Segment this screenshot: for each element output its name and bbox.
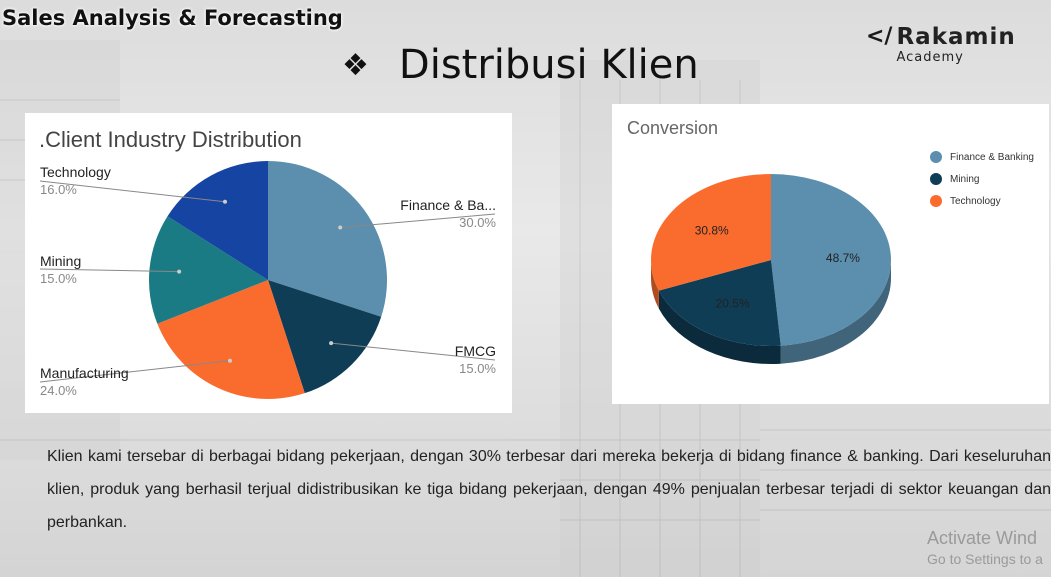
legend-item: Finance & Banking bbox=[930, 146, 1034, 168]
pie-label-value: 24.0% bbox=[40, 383, 77, 398]
logo-name: Rakamin bbox=[896, 24, 1016, 50]
diamond-bullet-icon: ❖ bbox=[342, 47, 369, 83]
pie-value-label: 20.5% bbox=[716, 297, 750, 311]
legend-label: Technology bbox=[950, 195, 1001, 207]
pie-label-value: 15.0% bbox=[459, 361, 496, 376]
chart-title: .Client Industry Distribution bbox=[39, 127, 302, 152]
legend-item: Mining bbox=[930, 168, 1034, 190]
rakamin-logo: </ Rakamin Academy bbox=[866, 24, 1016, 65]
pie-3d-side bbox=[658, 290, 781, 364]
pie-slice bbox=[268, 161, 388, 317]
pie-leader-dot bbox=[223, 199, 228, 204]
watermark-line-1: Activate Wind bbox=[927, 528, 1038, 548]
pie-label-value: 30.0% bbox=[459, 215, 496, 230]
chart-legend: Finance & Banking Mining Technology bbox=[930, 146, 1034, 212]
pie-leader-line bbox=[340, 213, 496, 229]
chart-title: Conversion bbox=[627, 118, 719, 138]
pie-slice bbox=[771, 174, 892, 346]
header-title: Sales Analysis & Forecasting bbox=[2, 6, 343, 30]
rakamin-logo-mark-icon: </ bbox=[866, 24, 893, 49]
pie-slice bbox=[658, 260, 781, 346]
pie-slice bbox=[167, 161, 268, 280]
pie-leader-line bbox=[39, 180, 226, 203]
activate-windows-watermark: Activate Wind Go to Settings to a bbox=[927, 528, 1043, 567]
pie-3d-side bbox=[651, 260, 659, 309]
pie-label-value: 15.0% bbox=[40, 271, 77, 286]
pie-label-name: Finance & Ba... bbox=[400, 197, 496, 213]
description-paragraph: Klien kami tersebar di berbagai bidang p… bbox=[47, 448, 1051, 531]
pie-leader-dot bbox=[227, 358, 232, 363]
conversion-3d-pie-chart: 48.7% 20.5% 30.8% bbox=[651, 174, 892, 364]
pie-leader-line bbox=[39, 268, 180, 273]
legend-dot bbox=[930, 195, 942, 207]
pie-slice bbox=[149, 216, 268, 324]
pie-slice bbox=[157, 280, 305, 399]
pie-label-name: Mining bbox=[40, 253, 82, 269]
pie-label-name: Manufacturing bbox=[40, 365, 129, 381]
pie-leader-dot bbox=[177, 269, 182, 274]
legend-label: Mining bbox=[950, 173, 980, 185]
pie-leader-line bbox=[331, 342, 496, 361]
slide-title: ❖ Distribusi Klien bbox=[342, 42, 699, 88]
legend-label: Finance & Banking bbox=[950, 151, 1034, 163]
pie-3d-side bbox=[780, 260, 891, 364]
client-industry-chart-card: .Client Industry Distribution Technology… bbox=[25, 113, 512, 413]
watermark-line-2: Go to Settings to a bbox=[927, 551, 1043, 567]
pie-value-label: 48.7% bbox=[826, 251, 860, 265]
pie-label-name: Technology bbox=[40, 164, 111, 180]
logo-sub: Academy bbox=[896, 50, 964, 65]
pie-leader-dot bbox=[338, 225, 343, 230]
legend-dot bbox=[930, 151, 942, 163]
conversion-chart-card: Conversion 48.7% 20.5% 30.8% Finance & Ban… bbox=[612, 104, 1049, 404]
pie-leader-dot bbox=[329, 341, 334, 346]
legend-dot bbox=[930, 173, 942, 185]
legend-item: Technology bbox=[930, 190, 1034, 212]
pie-value-label: 30.8% bbox=[695, 224, 729, 238]
client-industry-pie-chart bbox=[39, 161, 496, 399]
slide-title-text: Distribusi Klien bbox=[398, 42, 699, 88]
pie-leader-line bbox=[39, 360, 231, 383]
pie-slice bbox=[651, 174, 771, 291]
pie-label-name: FMCG bbox=[454, 343, 496, 359]
pie-slice bbox=[268, 280, 382, 394]
pie-label-value: 16.0% bbox=[40, 182, 77, 197]
